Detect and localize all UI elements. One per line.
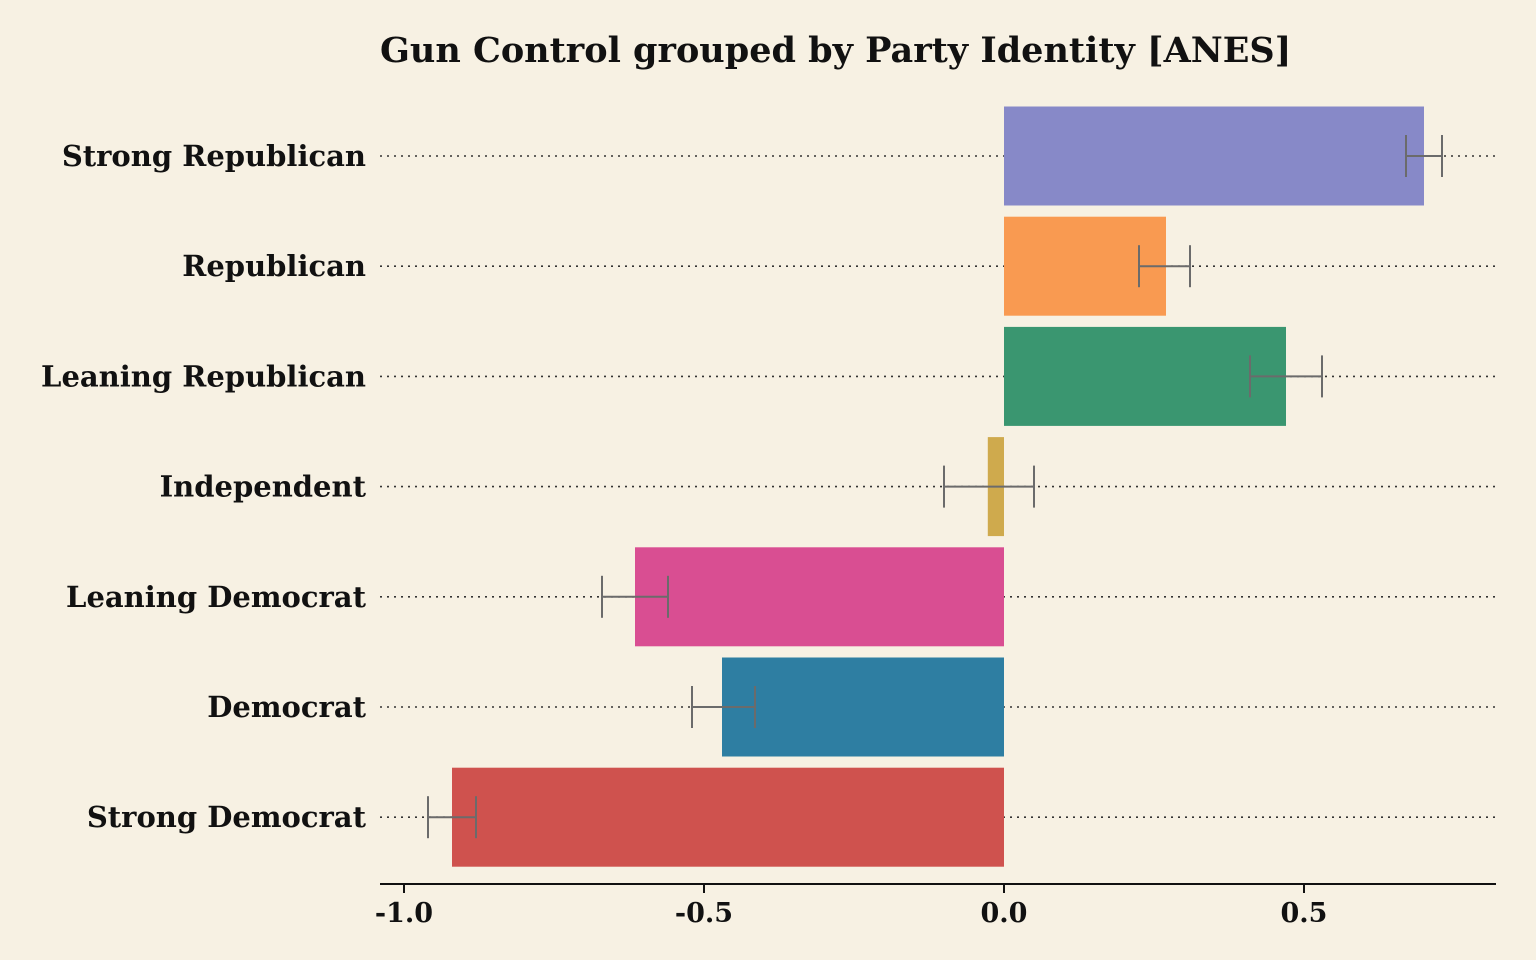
error-bar-strong-republican xyxy=(1405,135,1443,177)
category-label-strong-democrat: Strong Democrat xyxy=(87,800,367,834)
category-label-democrat: Democrat xyxy=(207,690,366,724)
bar-strong-republican xyxy=(1004,106,1424,206)
category-label-republican: Republican xyxy=(182,249,366,283)
bar-leaning-democrat xyxy=(635,547,1004,647)
category-label-leaning-republican: Leaning Republican xyxy=(41,359,366,393)
category-label-strong-republican: Strong Republican xyxy=(62,139,366,173)
x-tick-label: -1.0 xyxy=(375,898,433,929)
error-bar-leaning-republican xyxy=(1249,355,1323,398)
category-label-leaning-democrat: Leaning Democrat xyxy=(66,580,367,614)
bar-leaning-republican xyxy=(1004,326,1286,426)
bar-democrat xyxy=(722,657,1004,757)
category-label-independent: Independent xyxy=(160,470,367,504)
chart-title: Gun Control grouped by Party Identity [A… xyxy=(380,30,1292,71)
x-tick-label: 0.0 xyxy=(981,898,1028,929)
x-axis: -1.0 -0.5 0.0 0.5 xyxy=(375,883,1496,929)
error-bar-leaning-democrat xyxy=(601,575,669,618)
bars xyxy=(452,106,1424,867)
x-tick-label: 0.5 xyxy=(1281,898,1328,929)
category-labels: Strong Republican Republican Leaning Repub… xyxy=(41,139,367,834)
bar-strong-democrat xyxy=(452,767,1004,867)
x-tick-label: -0.5 xyxy=(675,898,733,929)
error-bars xyxy=(427,135,1443,839)
error-bar-democrat xyxy=(691,686,756,728)
error-bar-republican xyxy=(1138,245,1191,288)
error-bar-strong-democrat xyxy=(427,796,477,839)
error-bar-independent xyxy=(943,465,1035,508)
